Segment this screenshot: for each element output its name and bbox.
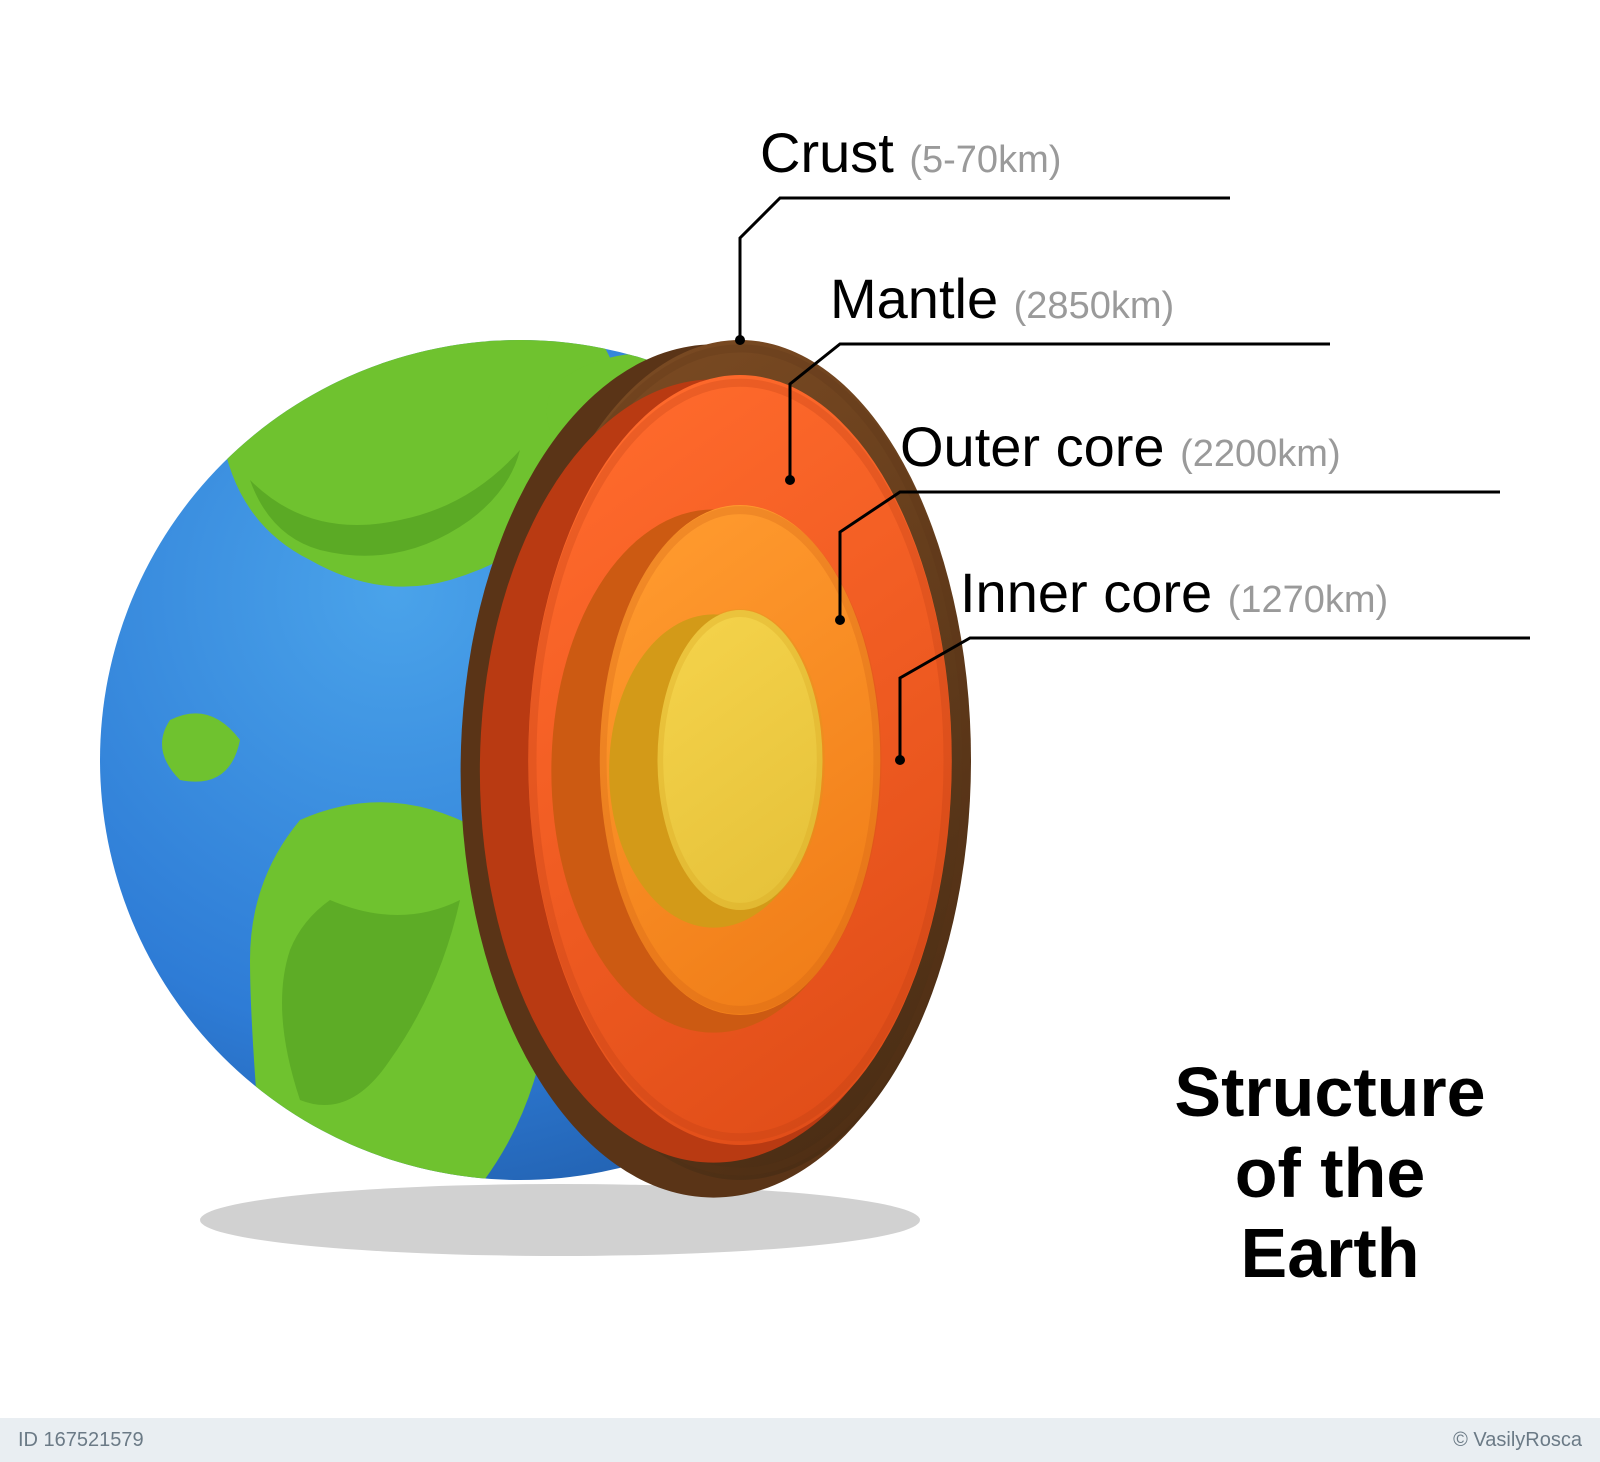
label-crust: Crust (5-70km) [760,120,1061,185]
globe-shadow [200,1184,920,1256]
label-name-crust: Crust [760,121,909,184]
footer-id-text: ID 167521579 [0,1421,162,1460]
label-depth-mantle: (2850km) [1014,285,1175,327]
diagram-title: Structureof theEarth [1140,1052,1520,1294]
leader-innercore [900,638,1530,760]
label-innercore: Inner core (1270km) [960,560,1388,625]
label-name-outercore: Outer core [900,415,1180,478]
label-name-innercore: Inner core [960,561,1228,624]
label-mantle: Mantle (2850km) [830,266,1174,331]
cutaway-layers [461,340,971,1198]
diagram-canvas: { "type": "infographic", "canvas": { "wi… [0,0,1600,1462]
footer-credit-text: © VasilyRosca [1435,1421,1600,1460]
label-depth-crust: (5-70km) [909,139,1061,181]
label-depth-innercore: (1270km) [1228,579,1389,621]
label-name-mantle: Mantle [830,267,1014,330]
label-outercore: Outer core (2200km) [900,414,1341,479]
footer-bar: ID 167521579 © VasilyRosca [0,1418,1600,1462]
label-depth-outercore: (2200km) [1180,433,1341,475]
